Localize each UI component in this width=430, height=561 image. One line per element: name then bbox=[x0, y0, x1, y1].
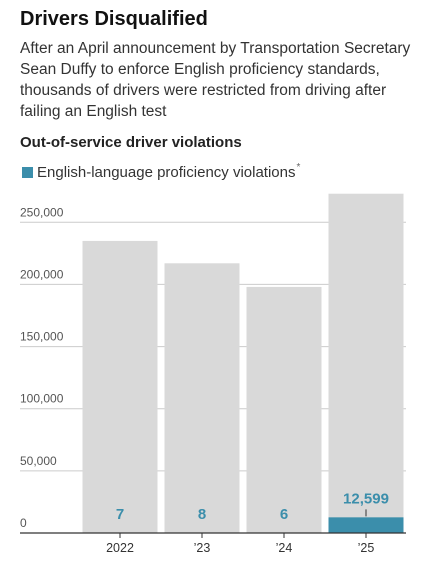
total-violations-bar bbox=[328, 193, 404, 533]
total-violations-bar bbox=[246, 286, 322, 533]
value-label: 8 bbox=[198, 506, 206, 523]
y-tick-label: 0 bbox=[20, 516, 27, 530]
elp-violations-bar bbox=[328, 517, 404, 533]
y-tick-label: 100,000 bbox=[20, 392, 64, 406]
legend-swatch bbox=[22, 167, 33, 178]
y-tick-label: 50,000 bbox=[20, 454, 57, 468]
chart-subtitle: After an April announcement by Transport… bbox=[20, 40, 411, 120]
chart-heading: Out-of-service driver violations bbox=[20, 134, 242, 151]
value-label: 7 bbox=[116, 506, 124, 523]
y-tick-label: 150,000 bbox=[20, 330, 64, 344]
chart-title: Drivers Disqualified bbox=[20, 8, 208, 30]
labels-layer: 7 8 6 12,599 bbox=[116, 490, 389, 523]
legend-label: English-language proficiency violations bbox=[37, 164, 296, 181]
y-tick-label: 250,000 bbox=[20, 205, 64, 219]
legend: English-language proficiency violations … bbox=[22, 162, 301, 181]
total-violations-bar bbox=[164, 263, 240, 533]
x-tick-label: 2022 bbox=[106, 541, 134, 555]
bars-layer bbox=[82, 193, 404, 533]
axis-layer: 2022 ’23 ’24 ’25 bbox=[20, 532, 406, 555]
legend-footnote-marker: * bbox=[296, 162, 301, 173]
x-tick-label: ’23 bbox=[194, 541, 211, 555]
value-label: 6 bbox=[280, 506, 288, 523]
value-label: 12,599 bbox=[343, 490, 389, 507]
x-tick-label: ’24 bbox=[276, 541, 293, 555]
y-tick-label: 200,000 bbox=[20, 267, 64, 281]
total-violations-bar bbox=[82, 240, 158, 533]
x-tick-label: ’25 bbox=[358, 541, 375, 555]
